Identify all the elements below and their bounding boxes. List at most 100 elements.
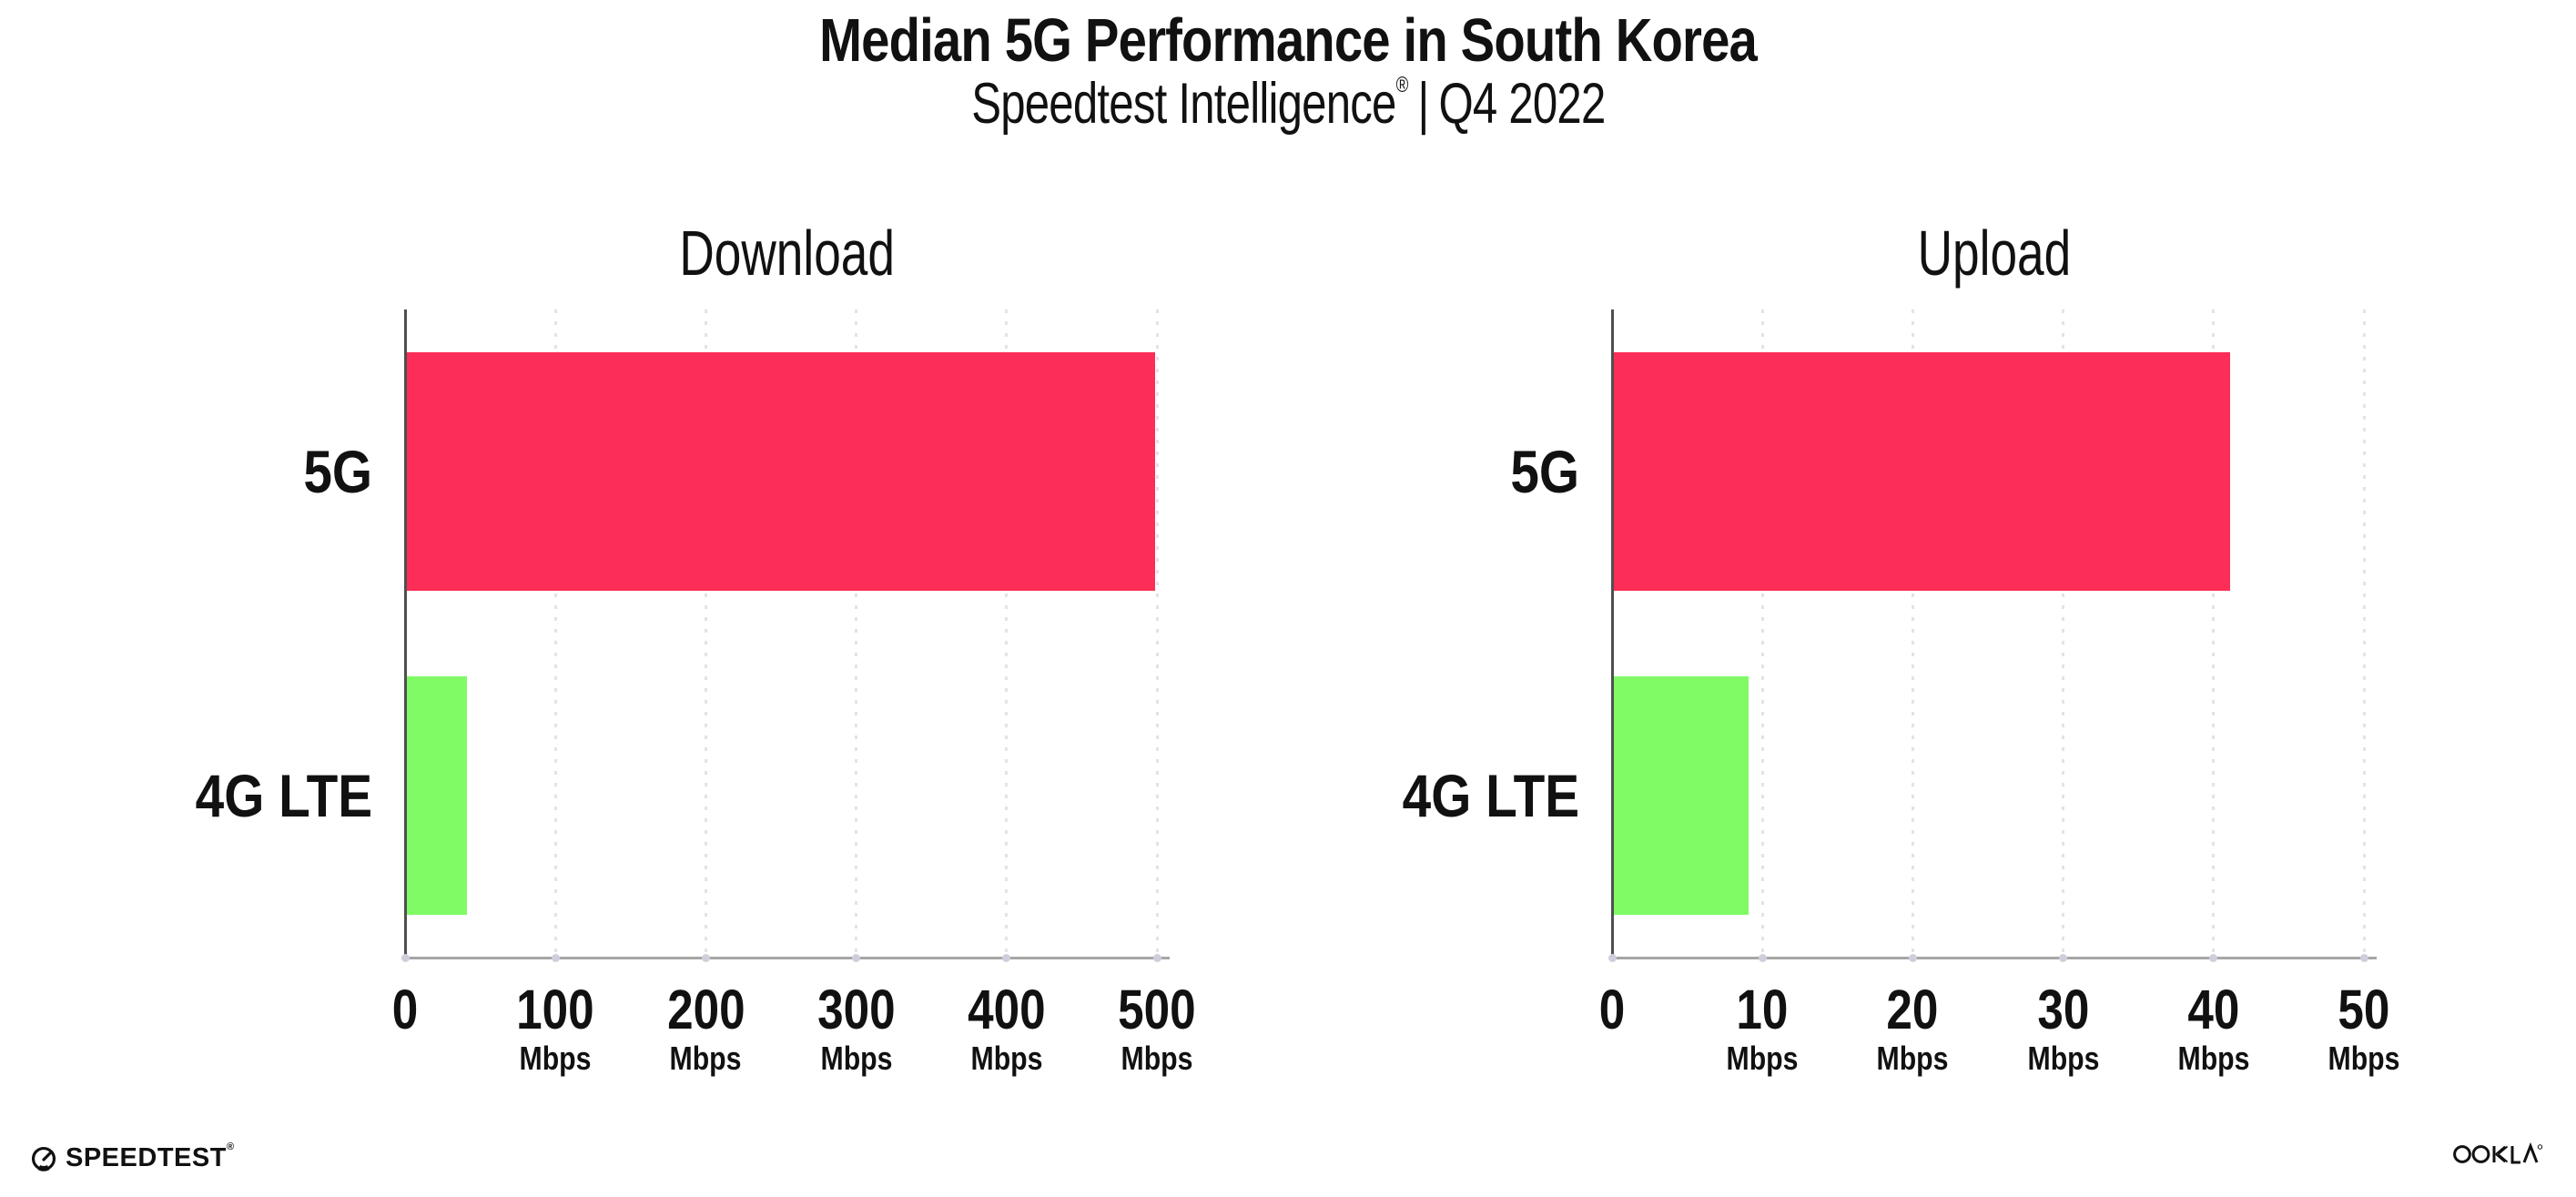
gridline xyxy=(1155,309,1159,958)
category-label-text: 4G LTE xyxy=(195,762,372,829)
registered-mark-icon: ® xyxy=(1395,73,1408,97)
x-tick-unit-text: Mbps xyxy=(970,1040,1043,1077)
speedtest-gauge-icon xyxy=(31,1146,56,1172)
bar-4g-lte xyxy=(406,676,467,915)
x-axis-line xyxy=(1610,957,2377,959)
gridline xyxy=(704,309,707,958)
x-tick-unit-text: Mbps xyxy=(1876,1040,1949,1077)
x-tick-unit-label: Mbps xyxy=(455,1040,655,1078)
axis-tick-dot xyxy=(1607,954,1617,962)
x-tick-unit-text: Mbps xyxy=(1726,1040,1799,1077)
axis-tick-dot xyxy=(1152,954,1161,962)
x-tick-label: 40 xyxy=(2114,978,2314,1041)
ookla-wordmark-icon: OOKLA xyxy=(2453,1141,2543,1164)
axis-tick-dot xyxy=(401,954,410,962)
category-label-5g: 5G xyxy=(108,431,372,512)
bar-5g xyxy=(406,352,1156,591)
x-tick-label: 20 xyxy=(1812,978,2013,1041)
category-label-text: 5G xyxy=(1510,438,1579,505)
page-header: Median 5G Performance in South Korea xyxy=(0,5,2576,76)
gridline xyxy=(1005,309,1009,958)
x-tick-value: 500 xyxy=(1118,979,1196,1040)
x-tick-value: 10 xyxy=(1736,979,1789,1040)
bar-5g xyxy=(1613,352,2230,591)
chart-title: Download xyxy=(514,217,1060,289)
x-tick-value: 50 xyxy=(2338,979,2390,1040)
x-tick-unit-label: Mbps xyxy=(605,1040,806,1078)
axis-tick-dot xyxy=(2209,954,2218,962)
x-tick-unit-text: Mbps xyxy=(1121,1040,1193,1077)
gridline xyxy=(855,309,858,958)
x-tick-value: 30 xyxy=(2037,979,2090,1040)
subtitle-brand: Speedtest Intelligence xyxy=(970,72,1396,136)
x-tick-unit-label: Mbps xyxy=(1812,1040,2013,1078)
category-label-5g: 5G xyxy=(1315,431,1579,512)
axis-tick-dot xyxy=(1908,954,1917,962)
x-tick-unit-label: Mbps xyxy=(2264,1040,2464,1078)
axis-tick-dot xyxy=(852,954,861,962)
x-tick-value: 40 xyxy=(2187,979,2240,1040)
x-tick-label: 0 xyxy=(1512,978,1712,1041)
x-tick-value: 300 xyxy=(816,979,896,1040)
axis-tick-dot xyxy=(1002,954,1011,962)
gridline xyxy=(1911,309,1914,958)
x-tick-unit-text: Mbps xyxy=(669,1040,742,1077)
x-tick-value: 0 xyxy=(1598,979,1626,1040)
x-tick-value: 200 xyxy=(666,979,745,1040)
page-subtitle: Speedtest Intelligence® | Q4 2022 xyxy=(970,71,1606,137)
x-tick-value: 20 xyxy=(1886,979,1939,1040)
axis-tick-dot xyxy=(1758,954,1767,962)
y-axis-line xyxy=(403,309,407,959)
x-tick-label: 0 xyxy=(305,978,505,1041)
x-tick-label: 400 xyxy=(907,978,1107,1041)
chart-title-text: Upload xyxy=(1917,218,2072,289)
x-tick-unit-text: Mbps xyxy=(820,1040,893,1077)
x-tick-unit-text: Mbps xyxy=(2328,1040,2400,1077)
subtitle-period: Q4 2022 xyxy=(1438,72,1606,136)
x-tick-unit-label: Mbps xyxy=(907,1040,1107,1078)
x-tick-unit-label: Mbps xyxy=(756,1040,957,1078)
chart-title: Upload xyxy=(1721,217,2267,289)
speedtest-logo-text: SPEEDTEST® xyxy=(66,1141,235,1172)
axis-tick-dot xyxy=(2359,954,2368,962)
x-axis-line xyxy=(403,957,1170,959)
x-tick-label: 500 xyxy=(1057,978,1257,1041)
x-tick-label: 300 xyxy=(756,978,957,1041)
x-tick-unit-label: Mbps xyxy=(2114,1040,2314,1078)
gridline xyxy=(2212,309,2216,958)
x-tick-value: 400 xyxy=(968,979,1046,1040)
gridline xyxy=(1760,309,1764,958)
x-tick-value: 0 xyxy=(391,979,419,1040)
chart-title-text: Download xyxy=(679,218,896,289)
x-tick-value: 100 xyxy=(516,979,594,1040)
category-label-text: 5G xyxy=(303,438,372,505)
x-tick-label: 10 xyxy=(1662,978,1862,1041)
x-tick-unit-label: Mbps xyxy=(1662,1040,1862,1078)
gridline xyxy=(2362,309,2366,958)
speedtest-logo: SPEEDTEST® xyxy=(30,1141,235,1173)
category-label-4g-lte: 4G LTE xyxy=(108,756,372,836)
page-title: Median 5G Performance in South Korea xyxy=(819,6,1758,75)
x-tick-unit-text: Mbps xyxy=(519,1040,592,1077)
category-label-4g-lte: 4G LTE xyxy=(1315,756,1579,836)
axis-tick-dot xyxy=(701,954,710,962)
page-subtitle-row: Speedtest Intelligence® | Q4 2022 xyxy=(0,71,2576,137)
x-tick-label: 100 xyxy=(455,978,655,1041)
x-tick-unit-text: Mbps xyxy=(2027,1040,2100,1077)
axis-tick-dot xyxy=(2059,954,2068,962)
gridline xyxy=(2062,309,2065,958)
category-label-text: 4G LTE xyxy=(1402,762,1579,829)
x-tick-unit-text: Mbps xyxy=(2177,1040,2250,1077)
x-tick-label: 200 xyxy=(605,978,806,1041)
x-tick-label: 50 xyxy=(2264,978,2464,1041)
subtitle-separator: | xyxy=(1417,72,1429,136)
x-tick-label: 30 xyxy=(1963,978,2164,1041)
gridline xyxy=(553,309,557,958)
bar-4g-lte xyxy=(1613,676,1749,915)
axis-tick-dot xyxy=(551,954,560,962)
x-tick-unit-label: Mbps xyxy=(1963,1040,2164,1078)
y-axis-line xyxy=(1610,309,1614,959)
x-tick-unit-label: Mbps xyxy=(1057,1040,1257,1078)
speedtest-registered-mark-icon: ® xyxy=(226,1141,235,1152)
ookla-logo: OOKLA xyxy=(2452,1140,2543,1172)
